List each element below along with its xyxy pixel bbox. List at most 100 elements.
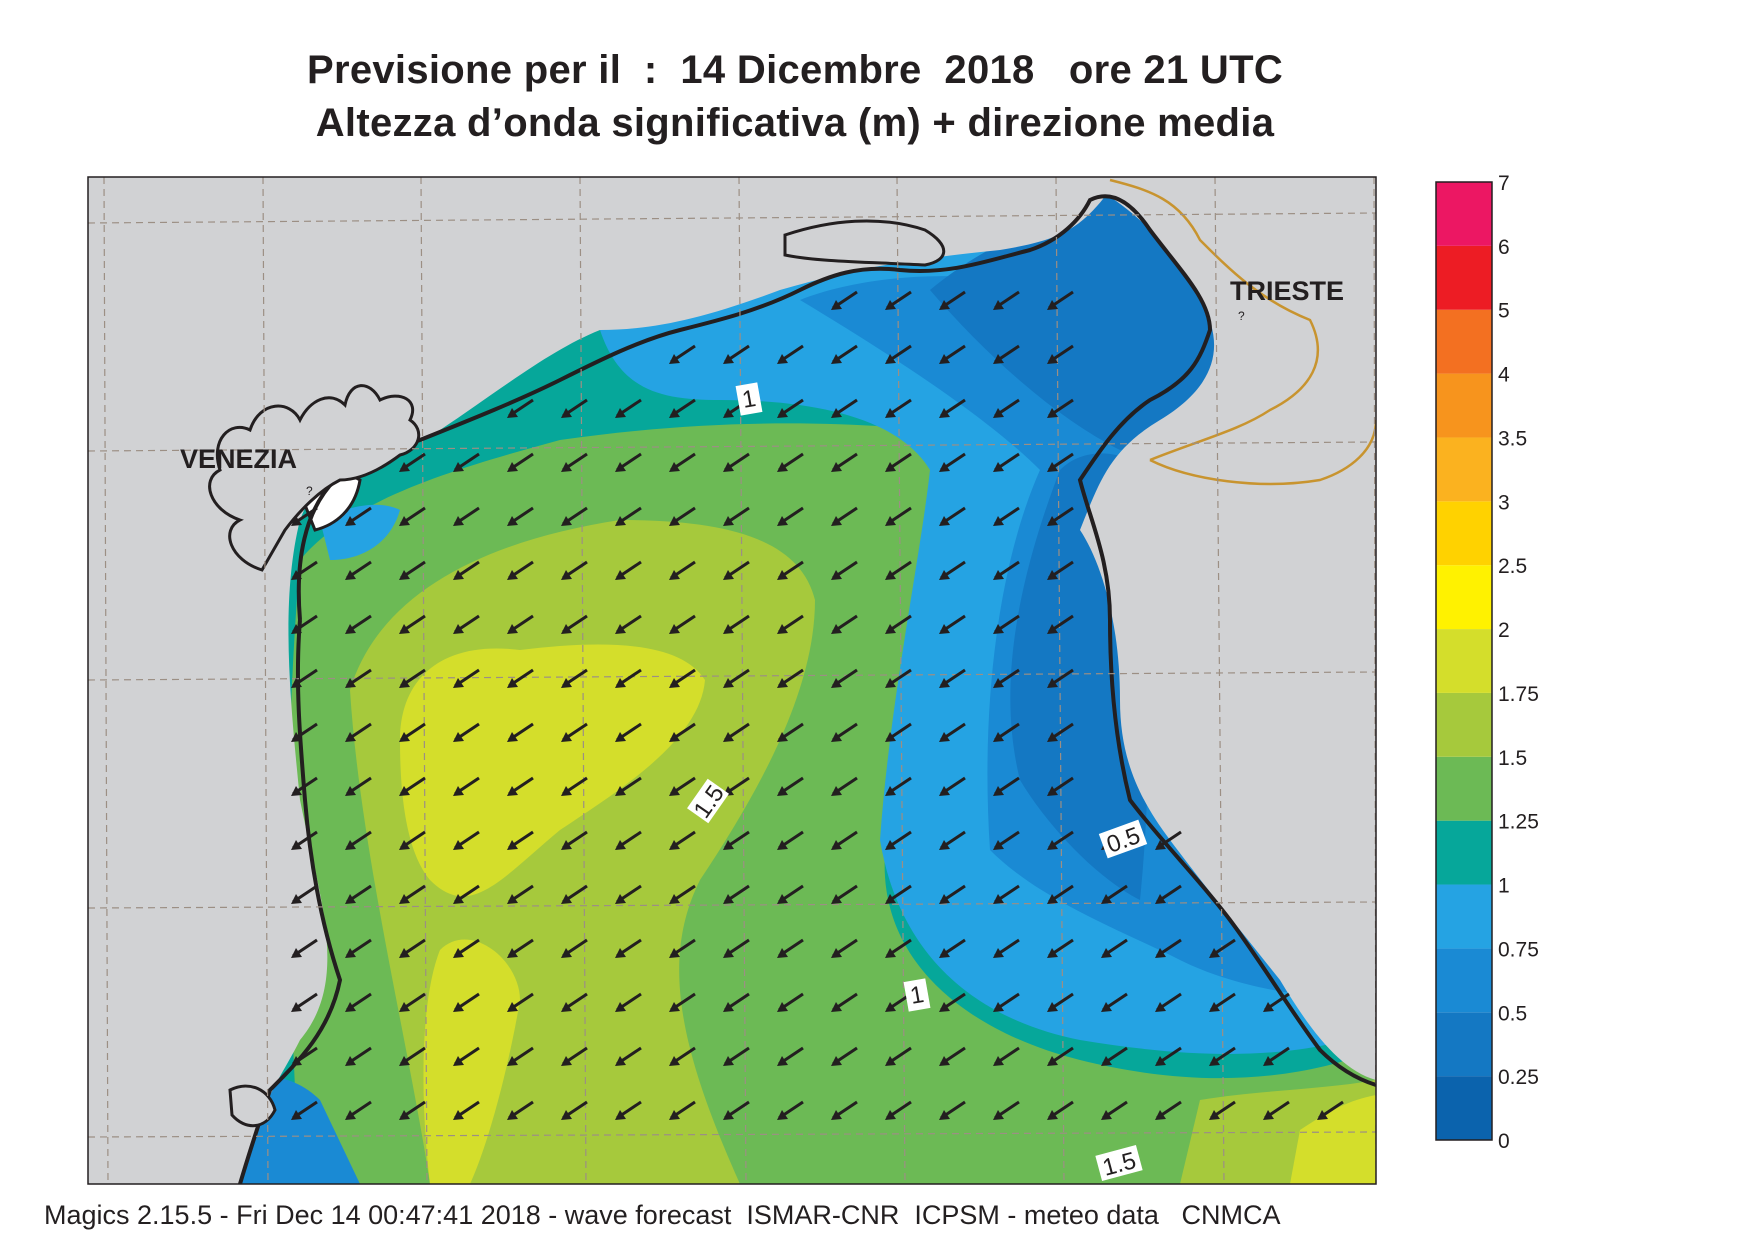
wave-direction-arrowhead — [399, 840, 410, 850]
wave-direction-arrowhead — [885, 354, 896, 364]
wave-direction-arrowhead — [885, 1002, 896, 1012]
wave-direction-arrowhead — [777, 570, 788, 580]
national-border-east — [1149, 419, 1376, 486]
wave-direction-arrowhead — [453, 840, 464, 850]
wave-direction-arrowhead — [1047, 516, 1058, 526]
wave-direction-arrowhead — [669, 354, 680, 364]
legend-tick-labels: 0 0.25 0.5 0.75 1 1.25 1.5 1.75 2 2.5 3 3.5 4 5 6 7 — [1498, 172, 1539, 1153]
wave-direction-arrowhead — [345, 786, 356, 796]
wave-direction-arrowhead — [291, 732, 302, 742]
wave-direction-arrowhead — [561, 1110, 572, 1120]
wave-direction-arrowhead — [993, 840, 1004, 850]
wave-direction-arrowhead — [345, 894, 356, 904]
wave-direction-arrowhead — [993, 570, 1004, 580]
wave-direction-arrowhead — [885, 732, 896, 742]
wave-direction-arrowhead — [777, 516, 788, 526]
wave-direction-arrowhead — [831, 948, 842, 958]
wave-direction-arrowhead — [669, 516, 680, 526]
land-northeast — [1080, 177, 1376, 1080]
city-label-trieste: TRIESTE — [1230, 276, 1344, 306]
wave-direction-arrowhead — [885, 408, 896, 418]
wave-direction-arrowhead — [831, 840, 842, 850]
wave-direction-arrowhead — [1101, 948, 1112, 958]
wave-direction-arrowhead — [993, 516, 1004, 526]
wave-direction-arrowhead — [777, 1110, 788, 1120]
wave-direction-arrowhead — [1317, 1110, 1328, 1120]
wave-direction-arrowhead — [507, 678, 518, 688]
wave-direction-arrowhead — [1047, 570, 1058, 580]
wave-direction-arrowhead — [507, 462, 518, 472]
wave-direction-arrowhead — [885, 840, 896, 850]
wave-direction-arrowhead — [777, 786, 788, 796]
wave-direction-arrowhead — [939, 408, 950, 418]
wave-direction-arrowhead — [1047, 786, 1058, 796]
wave-direction-arrowhead — [561, 1002, 572, 1012]
contour-label-0p5-east: 0.5 — [1098, 819, 1148, 859]
wave-direction-arrowhead — [561, 462, 572, 472]
wave-direction-arrowhead — [1155, 948, 1166, 958]
wave-direction-arrowhead — [345, 1056, 356, 1066]
wave-direction-arrowhead — [939, 894, 950, 904]
wave-direction-arrowhead — [615, 1002, 626, 1012]
wave-direction-arrowhead — [993, 408, 1004, 418]
wave-direction-arrowhead — [669, 894, 680, 904]
wave-direction-arrowhead — [1155, 1056, 1166, 1066]
wave-direction-arrowhead — [291, 624, 302, 634]
wave-direction-arrowhead — [507, 570, 518, 580]
legend-box — [1436, 1012, 1492, 1077]
wave-direction-arrowhead — [939, 948, 950, 958]
wave-direction-arrowhead — [561, 678, 572, 688]
wave-direction-arrowhead — [291, 1110, 302, 1120]
wave-direction-arrowhead — [939, 300, 950, 310]
wave-direction-arrowhead — [939, 840, 950, 850]
contour-label-1p5-south: 1.5 — [1095, 1145, 1143, 1182]
city-marker-venezia: ? — [306, 484, 313, 498]
wave-direction-arrowhead — [507, 1056, 518, 1066]
wave-direction-arrowhead — [723, 570, 734, 580]
wave-direction-arrowhead — [669, 570, 680, 580]
wave-direction-arrowhead — [939, 624, 950, 634]
wave-direction-arrowhead — [291, 1056, 302, 1066]
legend-tick-label: 1.25 — [1498, 811, 1539, 834]
legend-box — [1436, 565, 1492, 630]
wave-direction-arrowhead — [1155, 894, 1166, 904]
wave-direction-arrowhead — [453, 624, 464, 634]
wave-direction-arrowhead — [345, 678, 356, 688]
wave-direction-arrowhead — [723, 1056, 734, 1066]
wave-direction-arrowhead — [831, 408, 842, 418]
legend-color-bar — [1436, 182, 1492, 1140]
legend-box — [1436, 309, 1492, 374]
wave-direction-arrowhead — [1155, 840, 1166, 850]
contour-label-box — [1098, 819, 1148, 859]
contour-label-box — [735, 382, 763, 416]
color-legend: 0 0.25 0.5 0.75 1 1.25 1.5 1.75 2 2.5 3 3.5 4 5 6 7 — [1435, 172, 1539, 1153]
wave-direction-arrowhead — [723, 624, 734, 634]
parallel-2 — [88, 441, 1376, 452]
contour-label-box — [903, 978, 931, 1012]
wave-direction-arrowhead — [453, 732, 464, 742]
wave-direction-arrowhead — [453, 462, 464, 472]
wave-direction-arrowhead — [993, 354, 1004, 364]
wave-direction-arrowhead — [1047, 408, 1058, 418]
wave-direction-arrowhead — [561, 948, 572, 958]
wave-direction-arrowhead — [669, 624, 680, 634]
wave-direction-arrowhead — [1047, 354, 1058, 364]
wave-direction-arrowhead — [831, 1110, 842, 1120]
wave-direction-arrowhead — [885, 678, 896, 688]
footer-credits: Magics 2.15.5 - Fri Dec 14 00:47:41 2018… — [44, 1200, 1281, 1230]
wave-direction-arrowhead — [993, 1056, 1004, 1066]
map-area: 1 1.5 0.5 1 1.5 VENEZIA TRIESTE ? ? — [88, 177, 1376, 1184]
wave-direction-arrowhead — [885, 894, 896, 904]
wave-direction-arrowhead — [345, 948, 356, 958]
wave-direction-arrowhead — [777, 894, 788, 904]
wave-direction-arrowhead — [669, 732, 680, 742]
wave-direction-arrowhead — [831, 1002, 842, 1012]
legend-tick-label: 0 — [1498, 1130, 1510, 1153]
wave-direction-arrowhead — [561, 516, 572, 526]
wave-direction-arrowhead — [453, 1110, 464, 1120]
wave-direction-arrowhead — [1263, 1056, 1274, 1066]
legend-tick-label: 1.75 — [1498, 683, 1539, 706]
wave-direction-arrowhead — [669, 1110, 680, 1120]
wave-direction-arrowhead — [507, 1110, 518, 1120]
wave-direction-arrowhead — [399, 732, 410, 742]
